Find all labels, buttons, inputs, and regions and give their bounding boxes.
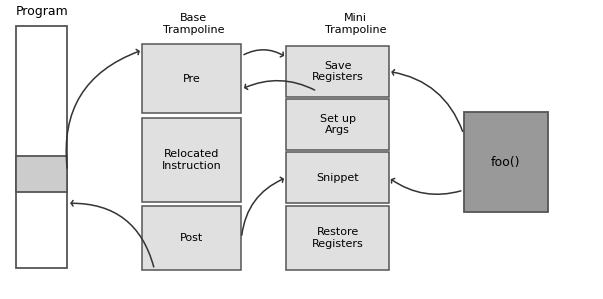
FancyBboxPatch shape [16,26,68,268]
Text: Relocated
Instruction: Relocated Instruction [162,149,222,171]
Text: Mini
Trampoline: Mini Trampoline [325,13,387,35]
Text: Save
Registers: Save Registers [312,61,364,82]
Text: Base
Trampoline: Base Trampoline [163,13,224,35]
Text: Post: Post [180,233,204,243]
Text: Snippet: Snippet [316,173,359,182]
FancyBboxPatch shape [142,44,241,113]
FancyBboxPatch shape [286,206,388,270]
FancyBboxPatch shape [142,118,241,202]
Text: Restore
Registers: Restore Registers [312,227,364,249]
FancyBboxPatch shape [286,99,388,150]
Text: Program: Program [16,4,68,18]
FancyBboxPatch shape [286,152,388,203]
FancyBboxPatch shape [142,206,241,270]
Text: Pre: Pre [183,74,201,84]
Text: Set up
Args: Set up Args [320,114,356,135]
FancyBboxPatch shape [464,112,548,212]
FancyBboxPatch shape [16,156,68,191]
Text: foo(): foo() [491,155,520,169]
FancyBboxPatch shape [286,46,388,97]
